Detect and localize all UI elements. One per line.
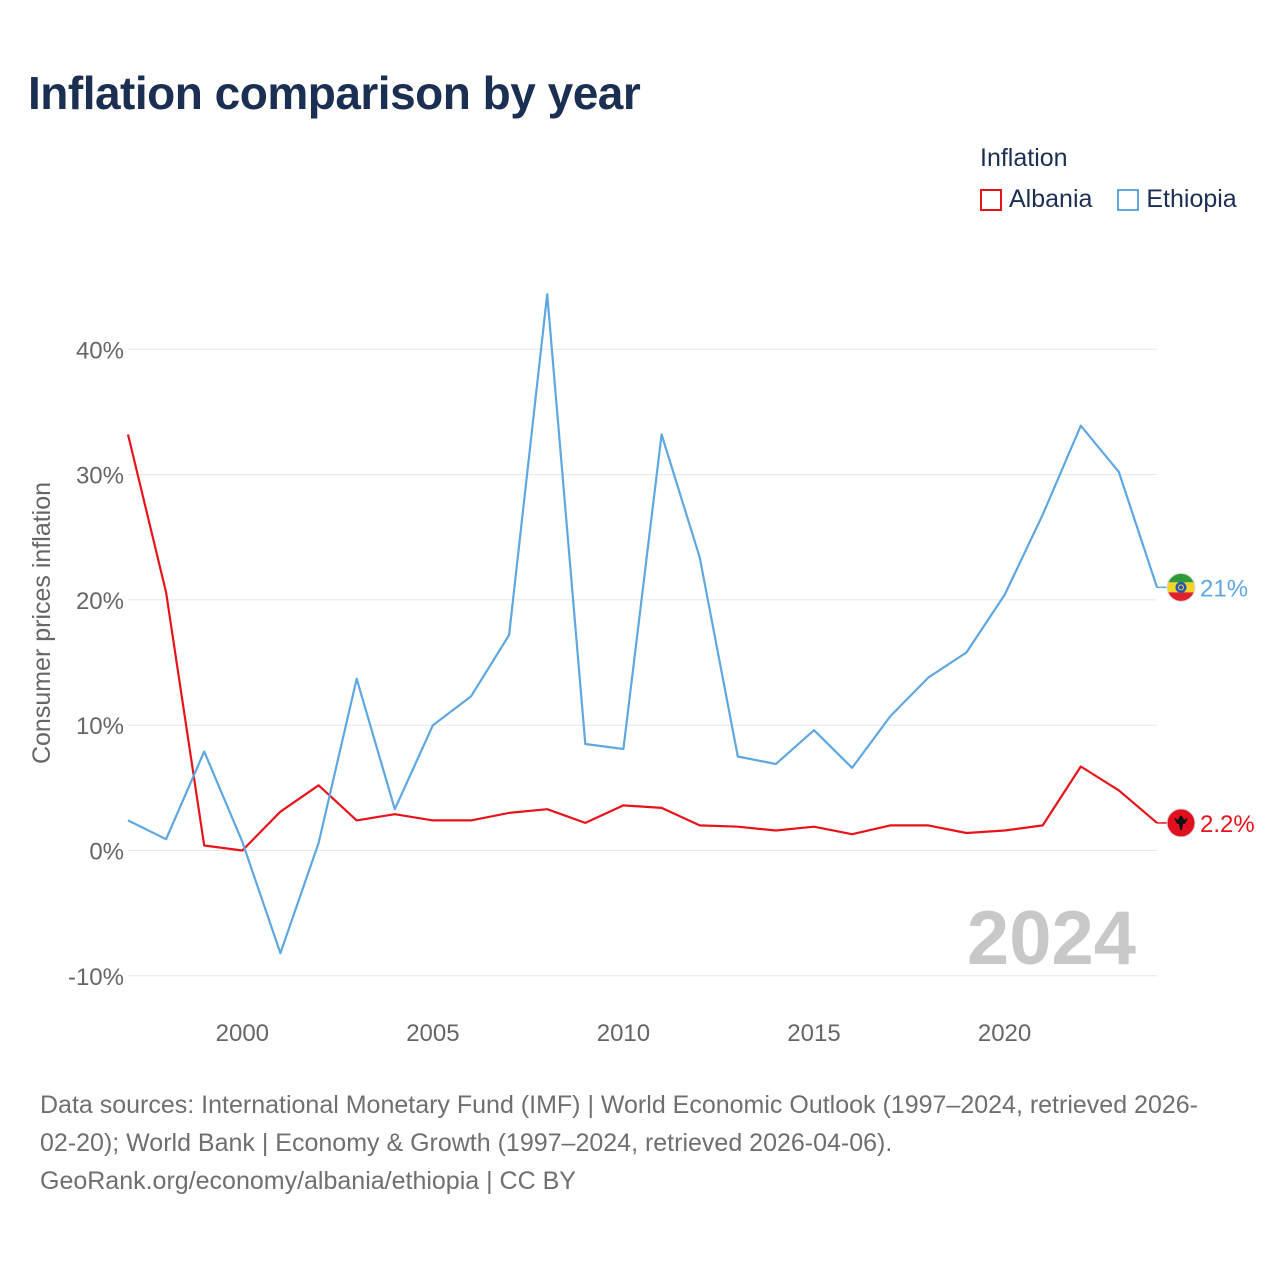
year-label: 2024	[967, 896, 1136, 981]
end-label-ethiopia: 21%	[1200, 575, 1248, 602]
legend-swatch-albania	[980, 188, 1002, 211]
footer-sources-line2: 02-20); World Bank | Economy & Growth (1…	[40, 1129, 893, 1157]
y-tick-label: 30%	[76, 463, 124, 490]
y-tick-label: 40%	[76, 337, 124, 364]
y-axis-title: Consumer prices inflation	[28, 482, 56, 764]
x-tick-label: 2010	[597, 1020, 650, 1047]
footer-attribution: GeoRank.org/economy/albania/ethiopia | C…	[40, 1167, 576, 1195]
x-tick-label: 2015	[787, 1020, 840, 1047]
legend-title: Inflation	[980, 144, 1068, 172]
legend-item-ethiopia[interactable]: Ethiopia	[1117, 185, 1237, 214]
legend: Inflation Albania Ethiopia	[980, 144, 1237, 218]
y-tick-label: -10%	[68, 964, 124, 991]
legend-label-ethiopia: Ethiopia	[1146, 185, 1237, 213]
footer: Data sources: International Monetary Fun…	[40, 1086, 1250, 1200]
series-line-albania[interactable]	[126, 434, 1158, 852]
y-tick-label: 20%	[76, 588, 124, 615]
albania-flag-icon	[1166, 808, 1196, 838]
x-tick-label: 2020	[978, 1020, 1031, 1047]
legend-label-albania: Albania	[1009, 185, 1093, 213]
end-label-albania: 2.2%	[1200, 811, 1255, 838]
legend-item-albania[interactable]: Albania	[980, 185, 1092, 214]
y-tick-label: 10%	[76, 713, 124, 740]
y-tick-label: 0%	[89, 839, 124, 866]
x-tick-label: 2005	[406, 1020, 459, 1047]
footer-sources-line1: Data sources: International Monetary Fun…	[40, 1091, 1198, 1119]
line-chart: -10% 0% 10% 20% 30% 40% 2000 2005 2010 2015 2020 Co…	[28, 293, 1255, 1047]
x-tick-label: 2000	[216, 1020, 269, 1047]
chart-title: Inflation comparison by year	[28, 67, 641, 119]
ethiopia-flag-icon	[1166, 572, 1196, 602]
legend-swatch-ethiopia	[1117, 188, 1140, 211]
series-line-ethiopia[interactable]	[127, 293, 1159, 955]
